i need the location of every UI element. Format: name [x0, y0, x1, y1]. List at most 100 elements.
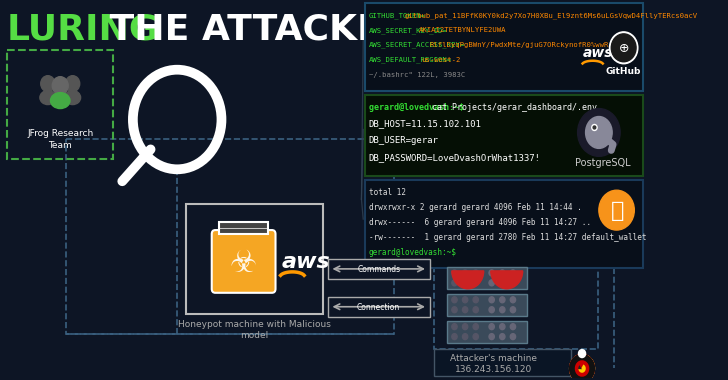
Text: gerard@lovedvash:~$: gerard@lovedvash:~$	[368, 103, 469, 112]
Circle shape	[452, 334, 457, 340]
Circle shape	[579, 350, 585, 358]
Circle shape	[473, 334, 478, 340]
Text: Attacker's machine
136.243.156.120: Attacker's machine 136.243.156.120	[451, 353, 537, 374]
Circle shape	[473, 280, 478, 286]
Ellipse shape	[40, 90, 56, 105]
Bar	[328, 259, 430, 279]
Bar	[434, 348, 571, 377]
Circle shape	[499, 280, 505, 286]
Bar	[7, 50, 114, 159]
Wedge shape	[582, 356, 595, 369]
Text: Honeypot machine with Malicious
model: Honeypot machine with Malicious model	[178, 320, 331, 340]
Circle shape	[599, 190, 634, 230]
Circle shape	[612, 34, 636, 62]
FancyArrow shape	[581, 351, 583, 355]
Text: THE ATTACKERS: THE ATTACKERS	[98, 13, 436, 47]
Wedge shape	[569, 356, 582, 369]
Text: AWS_SECRET_KEY_ID=: AWS_SECRET_KEY_ID=	[368, 27, 447, 33]
Text: A few days passed...: A few days passed...	[432, 237, 569, 250]
Circle shape	[510, 334, 515, 340]
Circle shape	[462, 280, 468, 286]
Text: total 12: total 12	[368, 188, 405, 197]
Bar	[448, 321, 527, 343]
Text: ~/.bashrc" 122L, 3983C: ~/.bashrc" 122L, 3983C	[368, 72, 464, 78]
Bar	[448, 294, 527, 316]
Text: us-west-2: us-west-2	[422, 57, 461, 63]
Circle shape	[462, 334, 468, 340]
Text: AWS_SECRET_ACCESS_KEY=: AWS_SECRET_ACCESS_KEY=	[368, 42, 464, 49]
Circle shape	[462, 297, 468, 303]
Circle shape	[569, 355, 595, 380]
Circle shape	[452, 307, 457, 313]
Circle shape	[462, 270, 468, 276]
Circle shape	[452, 324, 457, 329]
Circle shape	[499, 334, 505, 340]
Text: AKIAI2TETBYNLYFE2UWA: AKIAI2TETBYNLYFE2UWA	[419, 27, 506, 33]
Circle shape	[510, 270, 515, 276]
Bar	[328, 297, 430, 317]
Circle shape	[499, 324, 505, 329]
Text: LURING: LURING	[7, 13, 159, 47]
Bar	[186, 204, 323, 314]
Wedge shape	[569, 355, 595, 380]
Circle shape	[41, 76, 55, 92]
Bar	[219, 222, 269, 234]
Circle shape	[462, 324, 468, 329]
Text: ☣: ☣	[230, 249, 257, 279]
Text: DB_HOST=11.15.102.101: DB_HOST=11.15.102.101	[368, 120, 481, 128]
Circle shape	[489, 270, 494, 276]
Text: drwxrwxr-x 2 gerard gerard 4096 Feb 11 14:44 .: drwxrwxr-x 2 gerard gerard 4096 Feb 11 1…	[368, 203, 581, 212]
Text: gerard@lovedvash:~$: gerard@lovedvash:~$	[368, 248, 456, 257]
Circle shape	[499, 297, 505, 303]
Circle shape	[499, 270, 505, 276]
Wedge shape	[452, 271, 483, 289]
Wedge shape	[576, 355, 588, 369]
Text: -rw-------  1 gerard gerard 2780 Feb 11 14:27 default_wallet: -rw------- 1 gerard gerard 2780 Feb 11 1…	[368, 233, 646, 242]
FancyBboxPatch shape	[212, 230, 275, 293]
Circle shape	[489, 324, 494, 329]
Text: DB_USER=gerar: DB_USER=gerar	[368, 136, 438, 146]
Circle shape	[489, 297, 494, 303]
Circle shape	[577, 109, 620, 156]
Circle shape	[462, 307, 468, 313]
Text: github_pat_11BFfK0KY0kd2y7Xo7H0XBu_El9znt6Ms6uLGsVqwD4FllyTERcs0acV: github_pat_11BFfK0KY0kd2y7Xo7H0XBu_El9zn…	[405, 12, 698, 19]
Text: JFrog Research
Team: JFrog Research Team	[27, 130, 93, 150]
Ellipse shape	[585, 117, 612, 149]
Circle shape	[499, 307, 505, 313]
Text: aws: aws	[282, 252, 331, 272]
Ellipse shape	[65, 90, 81, 105]
Text: aws: aws	[583, 46, 614, 60]
Wedge shape	[491, 271, 523, 289]
Ellipse shape	[50, 93, 70, 109]
Circle shape	[510, 297, 515, 303]
Text: cat Projects/gerar_dashboard/.env: cat Projects/gerar_dashboard/.env	[432, 103, 597, 112]
Circle shape	[593, 126, 596, 129]
Text: Connection: Connection	[357, 303, 400, 312]
Circle shape	[452, 297, 457, 303]
Circle shape	[66, 76, 80, 92]
Text: Then we waited: Then we waited	[448, 214, 553, 227]
Circle shape	[569, 355, 595, 380]
Text: GitHub: GitHub	[606, 67, 641, 76]
Circle shape	[489, 280, 494, 286]
Text: Commands: Commands	[357, 265, 400, 274]
Text: ⊕: ⊕	[618, 42, 629, 55]
Text: PostgreSQL: PostgreSQL	[574, 158, 630, 168]
Circle shape	[489, 334, 494, 340]
Wedge shape	[569, 355, 595, 380]
Text: DB_PASSWORD=LoveDvashOrWhat1337!: DB_PASSWORD=LoveDvashOrWhat1337!	[368, 154, 540, 162]
Circle shape	[452, 280, 457, 286]
Bar	[365, 95, 643, 176]
Circle shape	[473, 307, 478, 313]
Circle shape	[609, 32, 638, 64]
Bar	[448, 267, 527, 289]
Circle shape	[489, 307, 494, 313]
Circle shape	[52, 77, 68, 95]
Bar	[434, 259, 598, 348]
Bar	[66, 139, 395, 334]
Text: drwx------  6 gerard gerard 4096 Feb 11 14:27 ..: drwx------ 6 gerard gerard 4096 Feb 11 1…	[368, 218, 590, 227]
Circle shape	[510, 324, 515, 329]
Circle shape	[592, 125, 597, 130]
Circle shape	[510, 307, 515, 313]
Bar	[365, 3, 643, 90]
